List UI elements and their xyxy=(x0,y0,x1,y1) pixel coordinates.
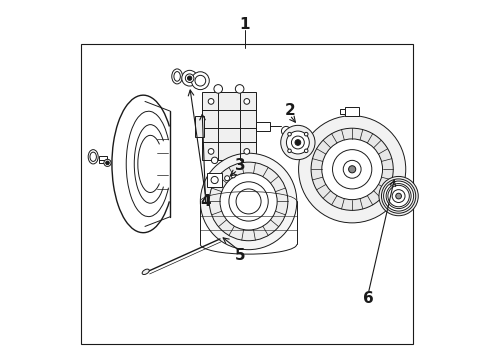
Circle shape xyxy=(200,153,297,249)
Circle shape xyxy=(322,139,383,200)
Circle shape xyxy=(392,190,405,203)
Bar xyxy=(195,116,204,137)
Bar xyxy=(99,157,107,163)
Text: 1: 1 xyxy=(240,17,250,32)
Circle shape xyxy=(235,85,244,93)
Text: 2: 2 xyxy=(284,103,295,118)
Bar xyxy=(340,109,345,114)
Circle shape xyxy=(333,150,372,189)
Circle shape xyxy=(292,136,304,149)
Text: 4: 4 xyxy=(200,194,211,209)
Circle shape xyxy=(348,166,356,173)
Circle shape xyxy=(106,161,109,165)
Circle shape xyxy=(343,160,361,178)
Circle shape xyxy=(229,182,268,221)
Ellipse shape xyxy=(90,152,97,161)
Circle shape xyxy=(287,131,309,154)
Bar xyxy=(207,173,222,187)
Ellipse shape xyxy=(142,269,149,275)
Circle shape xyxy=(211,176,218,184)
Circle shape xyxy=(281,126,291,136)
Circle shape xyxy=(295,140,301,145)
Circle shape xyxy=(185,74,194,82)
Circle shape xyxy=(379,176,418,216)
Circle shape xyxy=(182,70,197,86)
Circle shape xyxy=(192,72,209,90)
Circle shape xyxy=(224,176,230,181)
Ellipse shape xyxy=(174,72,180,81)
Circle shape xyxy=(288,149,292,153)
Circle shape xyxy=(244,149,249,154)
Bar xyxy=(345,107,359,116)
Circle shape xyxy=(220,173,277,230)
Circle shape xyxy=(304,132,308,136)
Text: 5: 5 xyxy=(235,248,245,263)
Circle shape xyxy=(211,157,218,163)
Ellipse shape xyxy=(172,69,182,84)
Circle shape xyxy=(244,99,249,104)
Bar xyxy=(256,122,270,131)
Circle shape xyxy=(384,181,414,211)
Circle shape xyxy=(281,125,315,159)
Circle shape xyxy=(214,85,222,93)
Circle shape xyxy=(304,149,308,153)
Text: 3: 3 xyxy=(235,158,245,173)
Bar xyxy=(202,93,256,160)
Circle shape xyxy=(188,76,192,80)
Text: 6: 6 xyxy=(363,291,373,306)
Circle shape xyxy=(208,99,214,104)
Circle shape xyxy=(104,159,111,166)
Circle shape xyxy=(298,116,406,223)
Circle shape xyxy=(236,189,261,214)
Circle shape xyxy=(311,128,393,210)
Circle shape xyxy=(231,174,235,178)
Circle shape xyxy=(396,193,401,199)
Circle shape xyxy=(388,185,409,207)
Circle shape xyxy=(288,132,292,136)
Circle shape xyxy=(195,75,206,86)
Bar xyxy=(81,44,413,344)
Circle shape xyxy=(209,162,288,241)
Ellipse shape xyxy=(88,150,98,164)
Circle shape xyxy=(208,149,214,154)
